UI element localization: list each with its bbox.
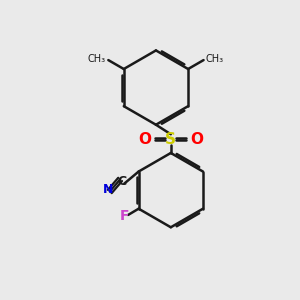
Text: CH₃: CH₃: [88, 55, 106, 64]
Text: O: O: [138, 132, 151, 147]
Text: CH₃: CH₃: [206, 55, 224, 64]
Text: O: O: [190, 132, 203, 147]
Text: S: S: [165, 132, 176, 147]
Text: F: F: [120, 209, 129, 223]
Text: N: N: [103, 183, 113, 196]
Text: C: C: [117, 175, 127, 188]
